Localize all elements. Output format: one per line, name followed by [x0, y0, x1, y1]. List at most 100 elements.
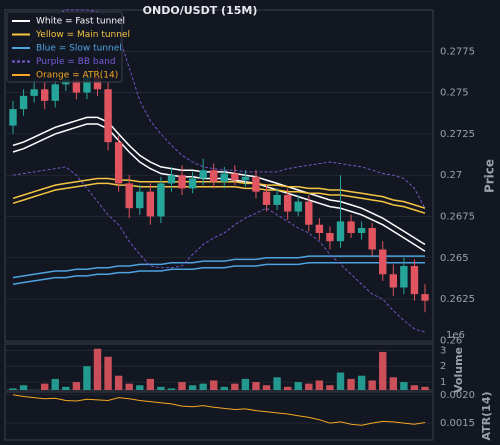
volume-bar	[368, 380, 376, 390]
volume-bar	[72, 382, 81, 390]
candle-body	[273, 194, 281, 205]
candle-body	[167, 175, 176, 184]
volume-bar	[40, 383, 49, 390]
candle-body	[51, 84, 59, 101]
line	[12, 116, 426, 246]
volume-bar	[210, 380, 218, 390]
volume-bar	[389, 377, 398, 390]
line	[12, 394, 426, 426]
candle-body	[421, 294, 429, 301]
volume-bar	[347, 378, 355, 390]
line	[12, 9, 426, 209]
volume-bar	[283, 386, 292, 390]
y-axis-label: Price	[483, 159, 497, 193]
volume-bar	[104, 356, 112, 390]
candle-body	[146, 191, 155, 217]
volume-bar	[188, 385, 197, 390]
candle-body	[315, 224, 324, 233]
volume-bar	[231, 383, 239, 390]
volume-bar	[146, 378, 155, 390]
volume-bar	[305, 383, 313, 390]
candle-body	[220, 173, 228, 182]
line	[12, 123, 426, 252]
volume-bar	[167, 388, 176, 390]
legend-label: Yellow = Main tunnel	[35, 30, 130, 40]
y-tick-label: 3	[440, 345, 446, 356]
y-tick-label: 0.0020	[440, 390, 475, 401]
candle-body	[178, 175, 186, 189]
candle-body	[283, 194, 292, 212]
volume-bar	[252, 382, 260, 390]
volume-bar	[336, 372, 345, 390]
volume-bar	[157, 386, 165, 390]
candle-body	[400, 266, 408, 288]
legend-label: Blue = Slow tunnel	[36, 44, 122, 54]
candle-body	[357, 228, 366, 233]
volume-bar	[294, 382, 302, 390]
volume-bar	[241, 378, 250, 390]
volume-bar	[125, 383, 133, 390]
candle-body	[125, 183, 133, 209]
y-tick-label: 0.2725	[440, 129, 475, 140]
candle-body	[368, 228, 376, 250]
offset-label: 1e6	[446, 330, 465, 341]
volume-bar	[9, 388, 17, 390]
candle-body	[114, 142, 123, 184]
line	[12, 255, 425, 279]
y-tick-label: 0.265	[440, 253, 469, 264]
volume-bar	[326, 385, 334, 390]
volume-bar	[262, 385, 271, 390]
candle-body	[336, 221, 345, 242]
line	[12, 261, 425, 285]
line	[12, 166, 426, 333]
legend-label: Orange = ATR(14)	[36, 71, 118, 81]
line	[12, 177, 426, 209]
volume-axis-label: Volume	[452, 347, 465, 393]
legend: White = Fast tunnel Yellow = Main tunnel B…	[6, 11, 130, 83]
candle-body	[30, 89, 38, 96]
volume-panel	[4, 343, 434, 391]
y-tick-label: 0.0015	[440, 418, 475, 429]
candle-body	[210, 170, 218, 182]
y-tick-label: 1	[440, 377, 446, 388]
volume-bar	[273, 377, 281, 390]
legend-label: Purple = BB band	[36, 57, 116, 67]
y-tick-label: 0.26	[440, 335, 462, 346]
candle-body	[262, 191, 271, 205]
volume-bar	[114, 375, 123, 390]
candle-body	[9, 109, 17, 126]
candle-body	[199, 170, 207, 179]
y-tick-label: 0.2675	[440, 211, 475, 222]
candle-body	[379, 249, 387, 275]
volume-bar	[19, 385, 28, 390]
chart-title: ONDO/USDT (15M)	[143, 4, 258, 17]
candle-body	[104, 89, 112, 143]
legend-label: White = Fast tunnel	[36, 17, 125, 27]
y-tick-label: 0.2775	[440, 46, 475, 57]
volume-bar	[357, 375, 366, 390]
y-tick-label: 0.275	[440, 88, 469, 99]
volume-bar	[400, 382, 408, 390]
candle-body	[252, 176, 260, 192]
y-tick-label: 2	[440, 361, 446, 372]
line	[12, 182, 426, 214]
candle-body	[241, 176, 250, 181]
atr-axis-label: ATR(14)	[480, 392, 493, 441]
volume-bar	[51, 378, 59, 390]
y-tick-label: 0.27	[440, 170, 462, 181]
volume-bar	[93, 348, 102, 390]
volume-bar	[199, 383, 207, 390]
atr-panel	[4, 391, 434, 441]
volume-bar	[379, 351, 387, 390]
candle-body	[157, 183, 165, 217]
volume-bar	[410, 385, 419, 390]
legend-box	[6, 11, 123, 83]
candle-body	[93, 76, 102, 90]
price-panel	[4, 9, 434, 343]
candle-body	[72, 79, 81, 93]
volume-bar	[178, 382, 186, 390]
candle-body	[294, 201, 302, 212]
y-tick-label: 0.2625	[440, 294, 475, 305]
volume-bar	[62, 386, 70, 390]
